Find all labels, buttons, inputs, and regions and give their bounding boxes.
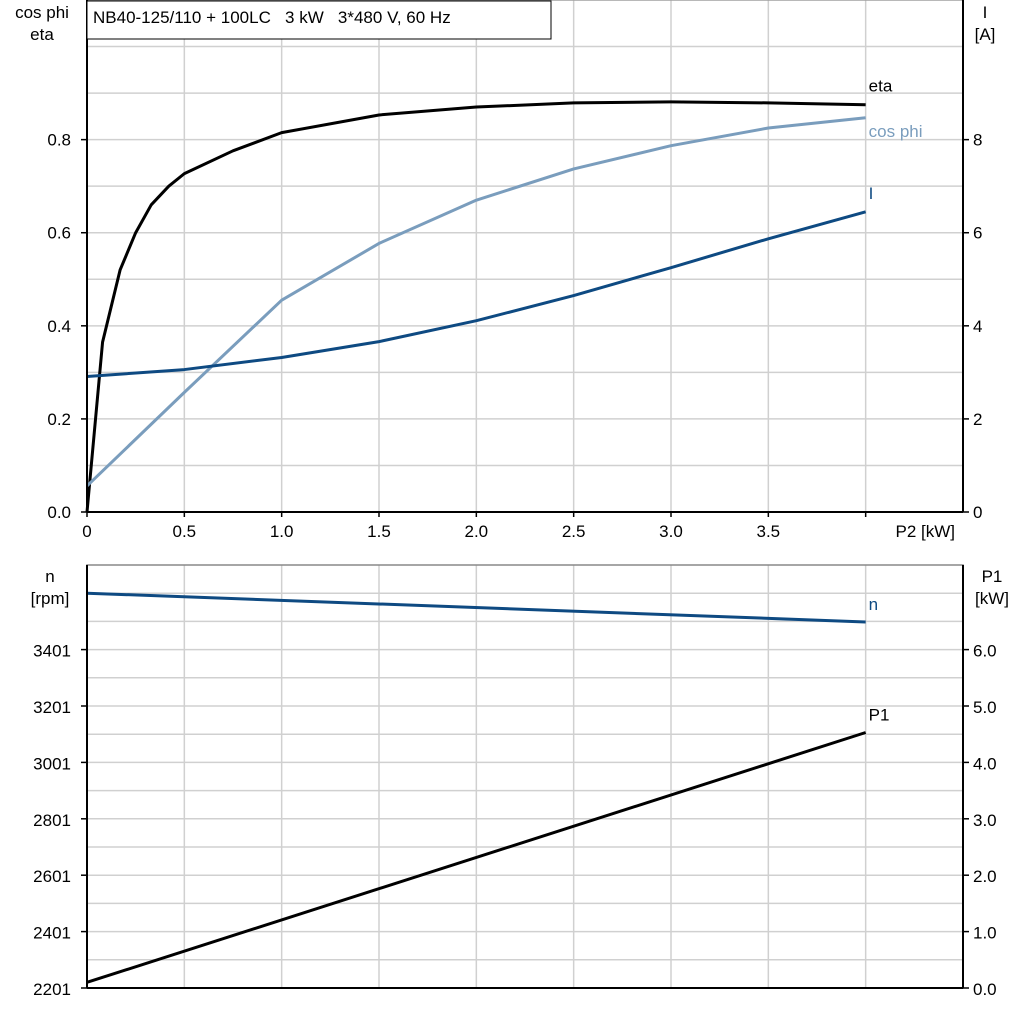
x-tick-label: 3.0 <box>659 522 683 541</box>
y-axis-label: cos phi <box>15 3 69 22</box>
y-tick-label-right: 4.0 <box>973 754 997 773</box>
grid-top <box>87 0 963 512</box>
y-tick-label-right: 1.0 <box>973 924 997 943</box>
x-tick-label: 1.0 <box>270 522 294 541</box>
x-tick-label: 3.5 <box>757 522 781 541</box>
y-axis-label: I <box>983 3 988 22</box>
plot-frame-bottom <box>86 564 964 989</box>
y-tick-label-right: 3.0 <box>973 811 997 830</box>
y-tick-label-right: 5.0 <box>973 698 997 717</box>
y-axis-label: [kW] <box>975 589 1009 608</box>
y-tick-label-left: 0.4 <box>47 317 71 336</box>
axes <box>81 0 969 989</box>
y-tick-label-left: 2401 <box>33 924 71 943</box>
grid-bottom <box>87 565 963 988</box>
y-tick-label-right: 6.0 <box>973 642 997 661</box>
x-tick-label: 2.5 <box>562 522 586 541</box>
y-tick-label-right: 0 <box>973 503 982 522</box>
x-axis-label: P2 [kW] <box>895 522 955 541</box>
series-bottom: n P1 <box>86 591 890 984</box>
y-axis-label: P1 <box>982 567 1003 586</box>
y-tick-label-right: 2.0 <box>973 867 997 886</box>
x-tick-label: 1.5 <box>367 522 391 541</box>
series-label-n: n <box>869 595 878 614</box>
y-tick-label-right: 4 <box>973 317 982 336</box>
y-tick-label-right: 2 <box>973 410 982 429</box>
chart-title: NB40-125/110 + 100LC 3 kW 3*480 V, 60 Hz <box>93 8 451 27</box>
y-tick-label-right: 8 <box>973 131 982 150</box>
y-tick-label-left: 0.6 <box>47 224 71 243</box>
y-tick-label-left: 2201 <box>33 980 71 999</box>
series-line-eta <box>85 100 866 513</box>
title-box <box>86 0 552 40</box>
x-tick-label: 2.0 <box>465 522 489 541</box>
y-tick-label-left: 2801 <box>33 811 71 830</box>
series-line-cos-phi <box>85 116 866 488</box>
series-line-i <box>86 210 867 379</box>
series-label-i: I <box>869 184 874 203</box>
y-tick-label-right: 0.0 <box>973 980 997 999</box>
y-axis-label: n <box>45 567 54 586</box>
labels: 0 0.5 1.0 1.5 2.0 2.5 3.0 3.5 P2 [kW] 0.0 0.2 0.4 0.… <box>15 3 1009 999</box>
y-axis-label: [rpm] <box>31 589 70 608</box>
series-line-p1 <box>86 731 867 984</box>
y-tick-label-left: 0.0 <box>47 503 71 522</box>
y-tick-label-left: 3001 <box>33 754 71 773</box>
series-label-p1: P1 <box>869 706 890 725</box>
y-tick-label-left: 3401 <box>33 642 71 661</box>
y-tick-label-left: 2601 <box>33 867 71 886</box>
x-tick-label: 0.5 <box>173 522 197 541</box>
y-tick-label-right: 6 <box>973 224 982 243</box>
y-tick-label-left: 3201 <box>33 698 71 717</box>
y-axis-label: [A] <box>975 25 996 44</box>
series-top: eta cos phi I <box>85 77 923 513</box>
series-line-n <box>86 591 866 624</box>
x-tick-label: 0 <box>82 522 91 541</box>
y-axis-label: eta <box>30 25 54 44</box>
y-tick-label-left: 0.8 <box>47 131 71 150</box>
series-label-eta: eta <box>869 77 893 96</box>
y-tick-label-left: 0.2 <box>47 410 71 429</box>
series-label-cos-phi: cos phi <box>869 122 923 141</box>
plot-frame-top <box>86 0 964 513</box>
